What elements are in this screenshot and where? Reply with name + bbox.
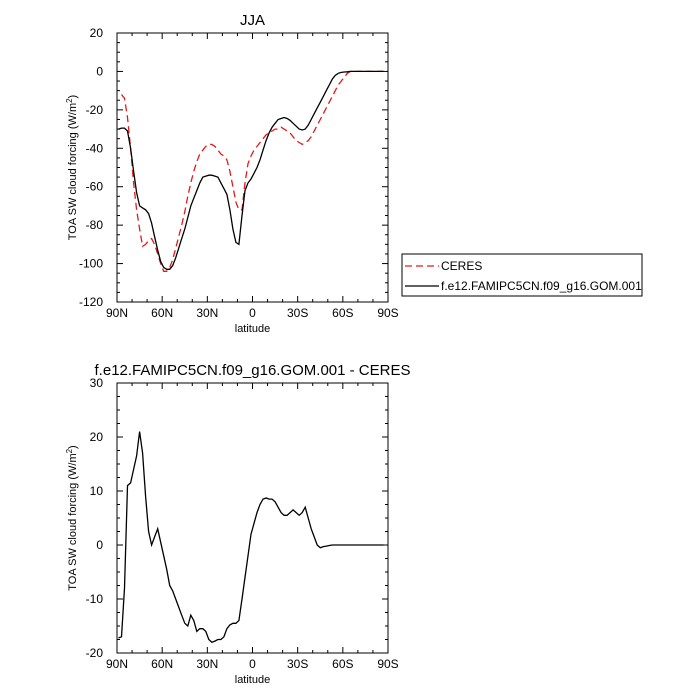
y-tick-label: 20 [90,430,104,444]
y-axis-label-end: ) [67,95,79,99]
y-axis-label: TOA SW cloud forcing (W/m2) [65,95,79,240]
x-tick-label: 0 [249,306,256,320]
y-tick-label: 0 [96,64,103,78]
x-tick-label: 30S [287,306,308,320]
y-axis-label-main: TOA SW cloud forcing (W/m [67,103,79,240]
x-tick-label: 60S [332,657,353,671]
y-axis-label-end: ) [67,445,79,449]
x-axis-label: latitude [235,323,270,335]
y-tick-label: -40 [86,141,104,155]
y-tick-label: -20 [86,646,104,660]
chart-title: f.e12.FAMIPC5CN.f09_g16.GOM.001 - CERES [95,362,411,379]
plot-frame [116,382,389,654]
x-tick-label: 30N [196,306,218,320]
series-line-f-e12-famipc5cn-f09-g16-gom-001 [118,70,384,270]
y-tick-label: -10 [86,592,104,606]
series-line-ceres [120,70,384,272]
y-axis-label-main: TOA SW cloud forcing (W/m [67,453,79,590]
chart-jja: JJA 90N 60N 30N 0 30S 60S 90S -120 -100 -80 -60 -40 -… [65,12,399,335]
y-axis-label: TOA SW cloud forcing (W/m2) [65,445,79,590]
y-tick-label: 0 [96,538,103,552]
chart-title: JJA [240,12,265,29]
x-tick-label: 90S [377,657,398,671]
y-axis-label-sup: 2 [65,448,74,453]
legend: CERES f.e12.FAMIPC5CN.f09_g16.GOM.001 [401,253,643,297]
x-tick-label: 30S [287,657,308,671]
x-tick-label: 0 [249,657,256,671]
y-axis-label-sup: 2 [65,98,74,103]
y-tick-label: 20 [90,26,104,40]
legend-box [401,253,643,297]
y-tick-label: 30 [90,376,104,390]
legend-entry: f.e12.FAMIPC5CN.f09_g16.GOM.001 [441,279,642,293]
x-tick-label: 90S [377,306,398,320]
x-tick-label: 60N [151,306,173,320]
x-tick-label: 90N [106,657,128,671]
y-tick-label: -120 [79,295,103,309]
x-tick-label: 90N [106,306,128,320]
y-tick-label: -20 [86,103,104,117]
x-tick-label: 60S [332,306,353,320]
x-tick-label: 30N [196,657,218,671]
y-tick-label: -80 [86,218,104,232]
y-tick-label: 10 [90,484,104,498]
chart-difference: f.e12.FAMIPC5CN.f09_g16.GOM.001 - CERES 9… [65,362,410,686]
y-tick-label: -60 [86,180,104,194]
series-line-bottom-0 [118,431,384,643]
x-tick-label: 60N [151,657,173,671]
legend-entry: CERES [441,259,482,273]
x-axis-label: latitude [235,674,270,686]
y-tick-label: -100 [79,257,103,271]
